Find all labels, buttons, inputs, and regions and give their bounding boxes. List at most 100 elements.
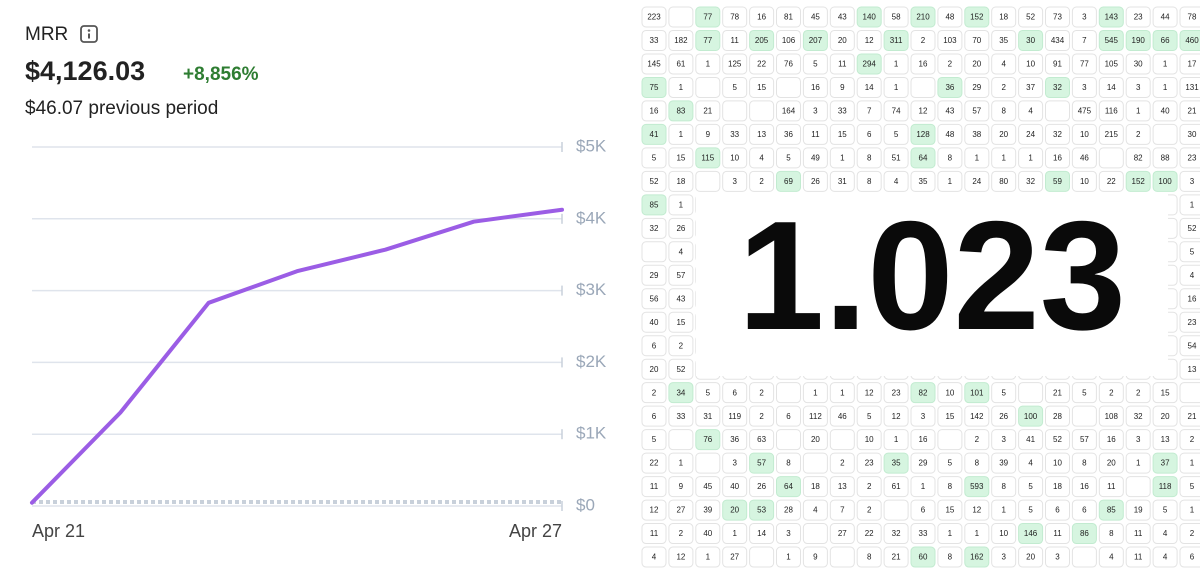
- cell-value: 2: [759, 388, 764, 397]
- grid-cell: [1098, 29, 1124, 51]
- cell-value: 6: [921, 506, 926, 515]
- cell-value: 2: [679, 529, 684, 538]
- cell-value: 1: [706, 60, 711, 69]
- grid-cell: [1045, 100, 1070, 122]
- grid-cell: [1179, 358, 1200, 380]
- grid-cell: [856, 100, 882, 122]
- grid-cell: [1071, 100, 1097, 122]
- grid-cell: [776, 499, 801, 521]
- grid-cell: [1179, 264, 1200, 286]
- grid-cell: [641, 194, 667, 216]
- grid-cell: [641, 476, 667, 498]
- grid-cell: [641, 429, 667, 451]
- grid-cell: [668, 358, 694, 380]
- cell-value: 5: [813, 60, 818, 69]
- grid-cell: [829, 523, 855, 545]
- grid-cell: [776, 405, 801, 427]
- info-icon[interactable]: [80, 25, 98, 43]
- cell-value: 15: [1161, 388, 1170, 397]
- grid-cell: [937, 452, 963, 474]
- grid-cell: [1179, 311, 1200, 333]
- grid-cell: [668, 217, 694, 239]
- cell-value: 2: [1136, 388, 1141, 397]
- cell-value: 6: [786, 412, 791, 421]
- grid-cell: [1098, 170, 1124, 192]
- grid-cell: [991, 546, 1017, 568]
- grid-cell: [856, 123, 882, 145]
- cell-value: 5: [1190, 247, 1195, 256]
- cell-value: 83: [676, 107, 685, 116]
- cell-value: 1: [732, 529, 737, 538]
- grid-cell: [829, 499, 855, 521]
- cell-value: 64: [919, 153, 928, 162]
- grid-cell: [883, 76, 909, 98]
- grid-cell: [722, 499, 748, 521]
- grid-cell: [668, 194, 694, 216]
- grid-cell: [964, 6, 990, 28]
- cell-value: 3: [1190, 177, 1195, 186]
- grid-cell: [910, 429, 936, 451]
- cell-value: 434: [1051, 36, 1065, 45]
- cell-value: 35: [892, 459, 901, 468]
- grid-cell: [1018, 429, 1044, 451]
- cell-value: 59: [1053, 177, 1062, 186]
- cell-value: 16: [1053, 153, 1062, 162]
- grid-cell: [856, 382, 882, 404]
- cell-value: 1: [840, 153, 845, 162]
- grid-cell: [883, 53, 909, 75]
- grid-cell: [1071, 170, 1097, 192]
- grid-cell: [1071, 476, 1097, 498]
- grid-cell: [749, 405, 775, 427]
- cell-value: 152: [970, 13, 984, 22]
- grid-cell: [1098, 123, 1124, 145]
- cell-value: 5: [706, 388, 711, 397]
- cell-value: 52: [650, 177, 659, 186]
- grid-cell: [1071, 53, 1097, 75]
- grid-cell: [1125, 170, 1151, 192]
- grid-cell: [695, 53, 721, 75]
- grid-cell: [1152, 53, 1178, 75]
- grid-cell: [991, 147, 1017, 169]
- cell-value: 32: [1053, 83, 1062, 92]
- cell-value: 46: [1080, 153, 1089, 162]
- grid-cell: [1071, 523, 1097, 545]
- grid-cell: [883, 405, 909, 427]
- grid-cell: [802, 53, 828, 75]
- grid-cell: [722, 452, 748, 474]
- grid-cell: [668, 405, 694, 427]
- cell-value: 15: [838, 130, 847, 139]
- cell-value: 43: [945, 107, 954, 116]
- cell-value: 8: [1001, 107, 1006, 116]
- x-tick-label: Apr 21: [32, 521, 85, 541]
- grid-cell: [883, 499, 909, 521]
- grid-cell: [1179, 76, 1200, 98]
- grid-cell: [1071, 123, 1097, 145]
- grid-cell: [856, 523, 882, 545]
- cell-value: 125: [728, 60, 742, 69]
- cell-value: 76: [703, 435, 712, 444]
- grid-cell: [1179, 217, 1200, 239]
- metric-subtitle: $46.07 previous period: [25, 98, 218, 119]
- grid-cell: [829, 100, 855, 122]
- grid-cell: [1071, 76, 1097, 98]
- grid-cell: [1071, 499, 1097, 521]
- cell-value: 82: [1134, 153, 1143, 162]
- cell-value: 475: [1078, 107, 1092, 116]
- grid-cell: [1152, 170, 1178, 192]
- grid-cell: [1018, 476, 1044, 498]
- cell-value: 162: [970, 553, 984, 562]
- grid-cell: [910, 405, 936, 427]
- cell-value: 26: [757, 482, 766, 491]
- grid-cell: [802, 6, 828, 28]
- grid-cell: [991, 523, 1017, 545]
- cell-value: 5: [732, 83, 737, 92]
- grid-cell: [910, 147, 936, 169]
- grid-cell: [722, 382, 748, 404]
- cell-value: 1: [679, 200, 684, 209]
- grid-cell: [749, 76, 775, 98]
- cell-value: 3: [1136, 83, 1141, 92]
- grid-cell: [668, 288, 694, 310]
- grid-cell: [1179, 194, 1200, 216]
- grid-cell: [910, 100, 936, 122]
- cell-value: 6: [1055, 506, 1060, 515]
